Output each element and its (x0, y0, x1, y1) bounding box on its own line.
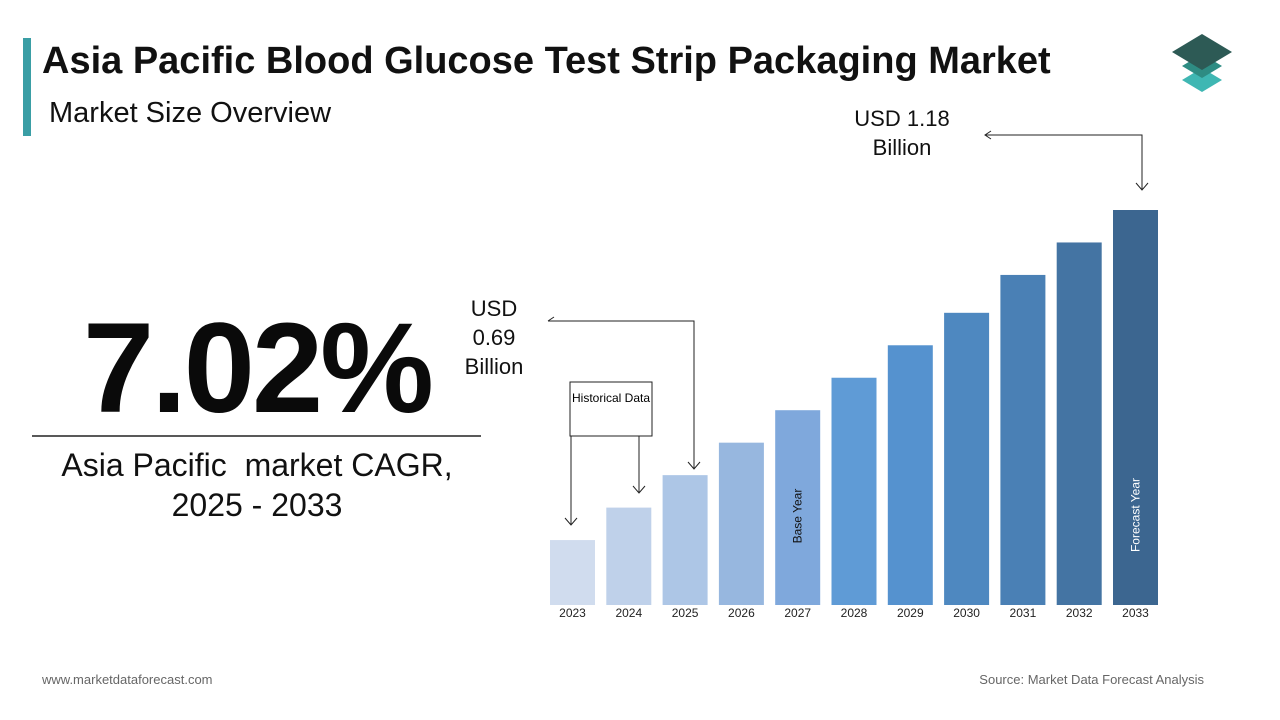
bar (1056, 242, 1102, 605)
bar (887, 345, 933, 605)
bar (944, 312, 990, 605)
bar (1113, 210, 1158, 605)
x-tick-label: 2025 (672, 606, 699, 620)
title: Asia Pacific Blood Glucose Test Strip Pa… (42, 40, 1051, 82)
bar-annotation: Base Year (791, 489, 805, 544)
bar (606, 507, 652, 605)
subtitle: Market Size Overview (49, 97, 332, 129)
x-tick-label: 2029 (897, 606, 924, 620)
x-tick-label: 2030 (953, 606, 980, 620)
arrows (547, 130, 1149, 526)
value-label: USD 0.69 Billion (464, 296, 524, 379)
bar (831, 377, 877, 605)
value-label: USD 1.18 Billion (854, 106, 950, 160)
bar (718, 442, 764, 605)
source: Source: Market Data Forecast Analysis (979, 672, 1204, 687)
x-tick-label: 2031 (1010, 606, 1037, 620)
x-tick-label: 2028 (841, 606, 868, 620)
bar (662, 475, 708, 605)
cagr-figure: 7.02% (83, 297, 434, 440)
bar (1000, 274, 1046, 605)
x-tick-label: 2027 (784, 606, 811, 620)
accent-bar (23, 38, 31, 136)
bar (550, 540, 595, 605)
bar (775, 410, 821, 605)
website: www.marketdataforecast.com (42, 672, 213, 687)
x-tick-label: 2032 (1066, 606, 1093, 620)
historical-label: Historical Data (572, 391, 650, 405)
x-tick-label: 2033 (1122, 606, 1149, 620)
bar-annotation: Forecast Year (1129, 478, 1143, 552)
cagr-caption: Asia Pacific market CAGR, 2025 - 2033 (61, 447, 462, 523)
x-tick-label: 2026 (728, 606, 755, 620)
logo (1172, 34, 1232, 92)
x-tick-label: 2024 (615, 606, 642, 620)
x-tick-label: 2023 (559, 606, 586, 620)
